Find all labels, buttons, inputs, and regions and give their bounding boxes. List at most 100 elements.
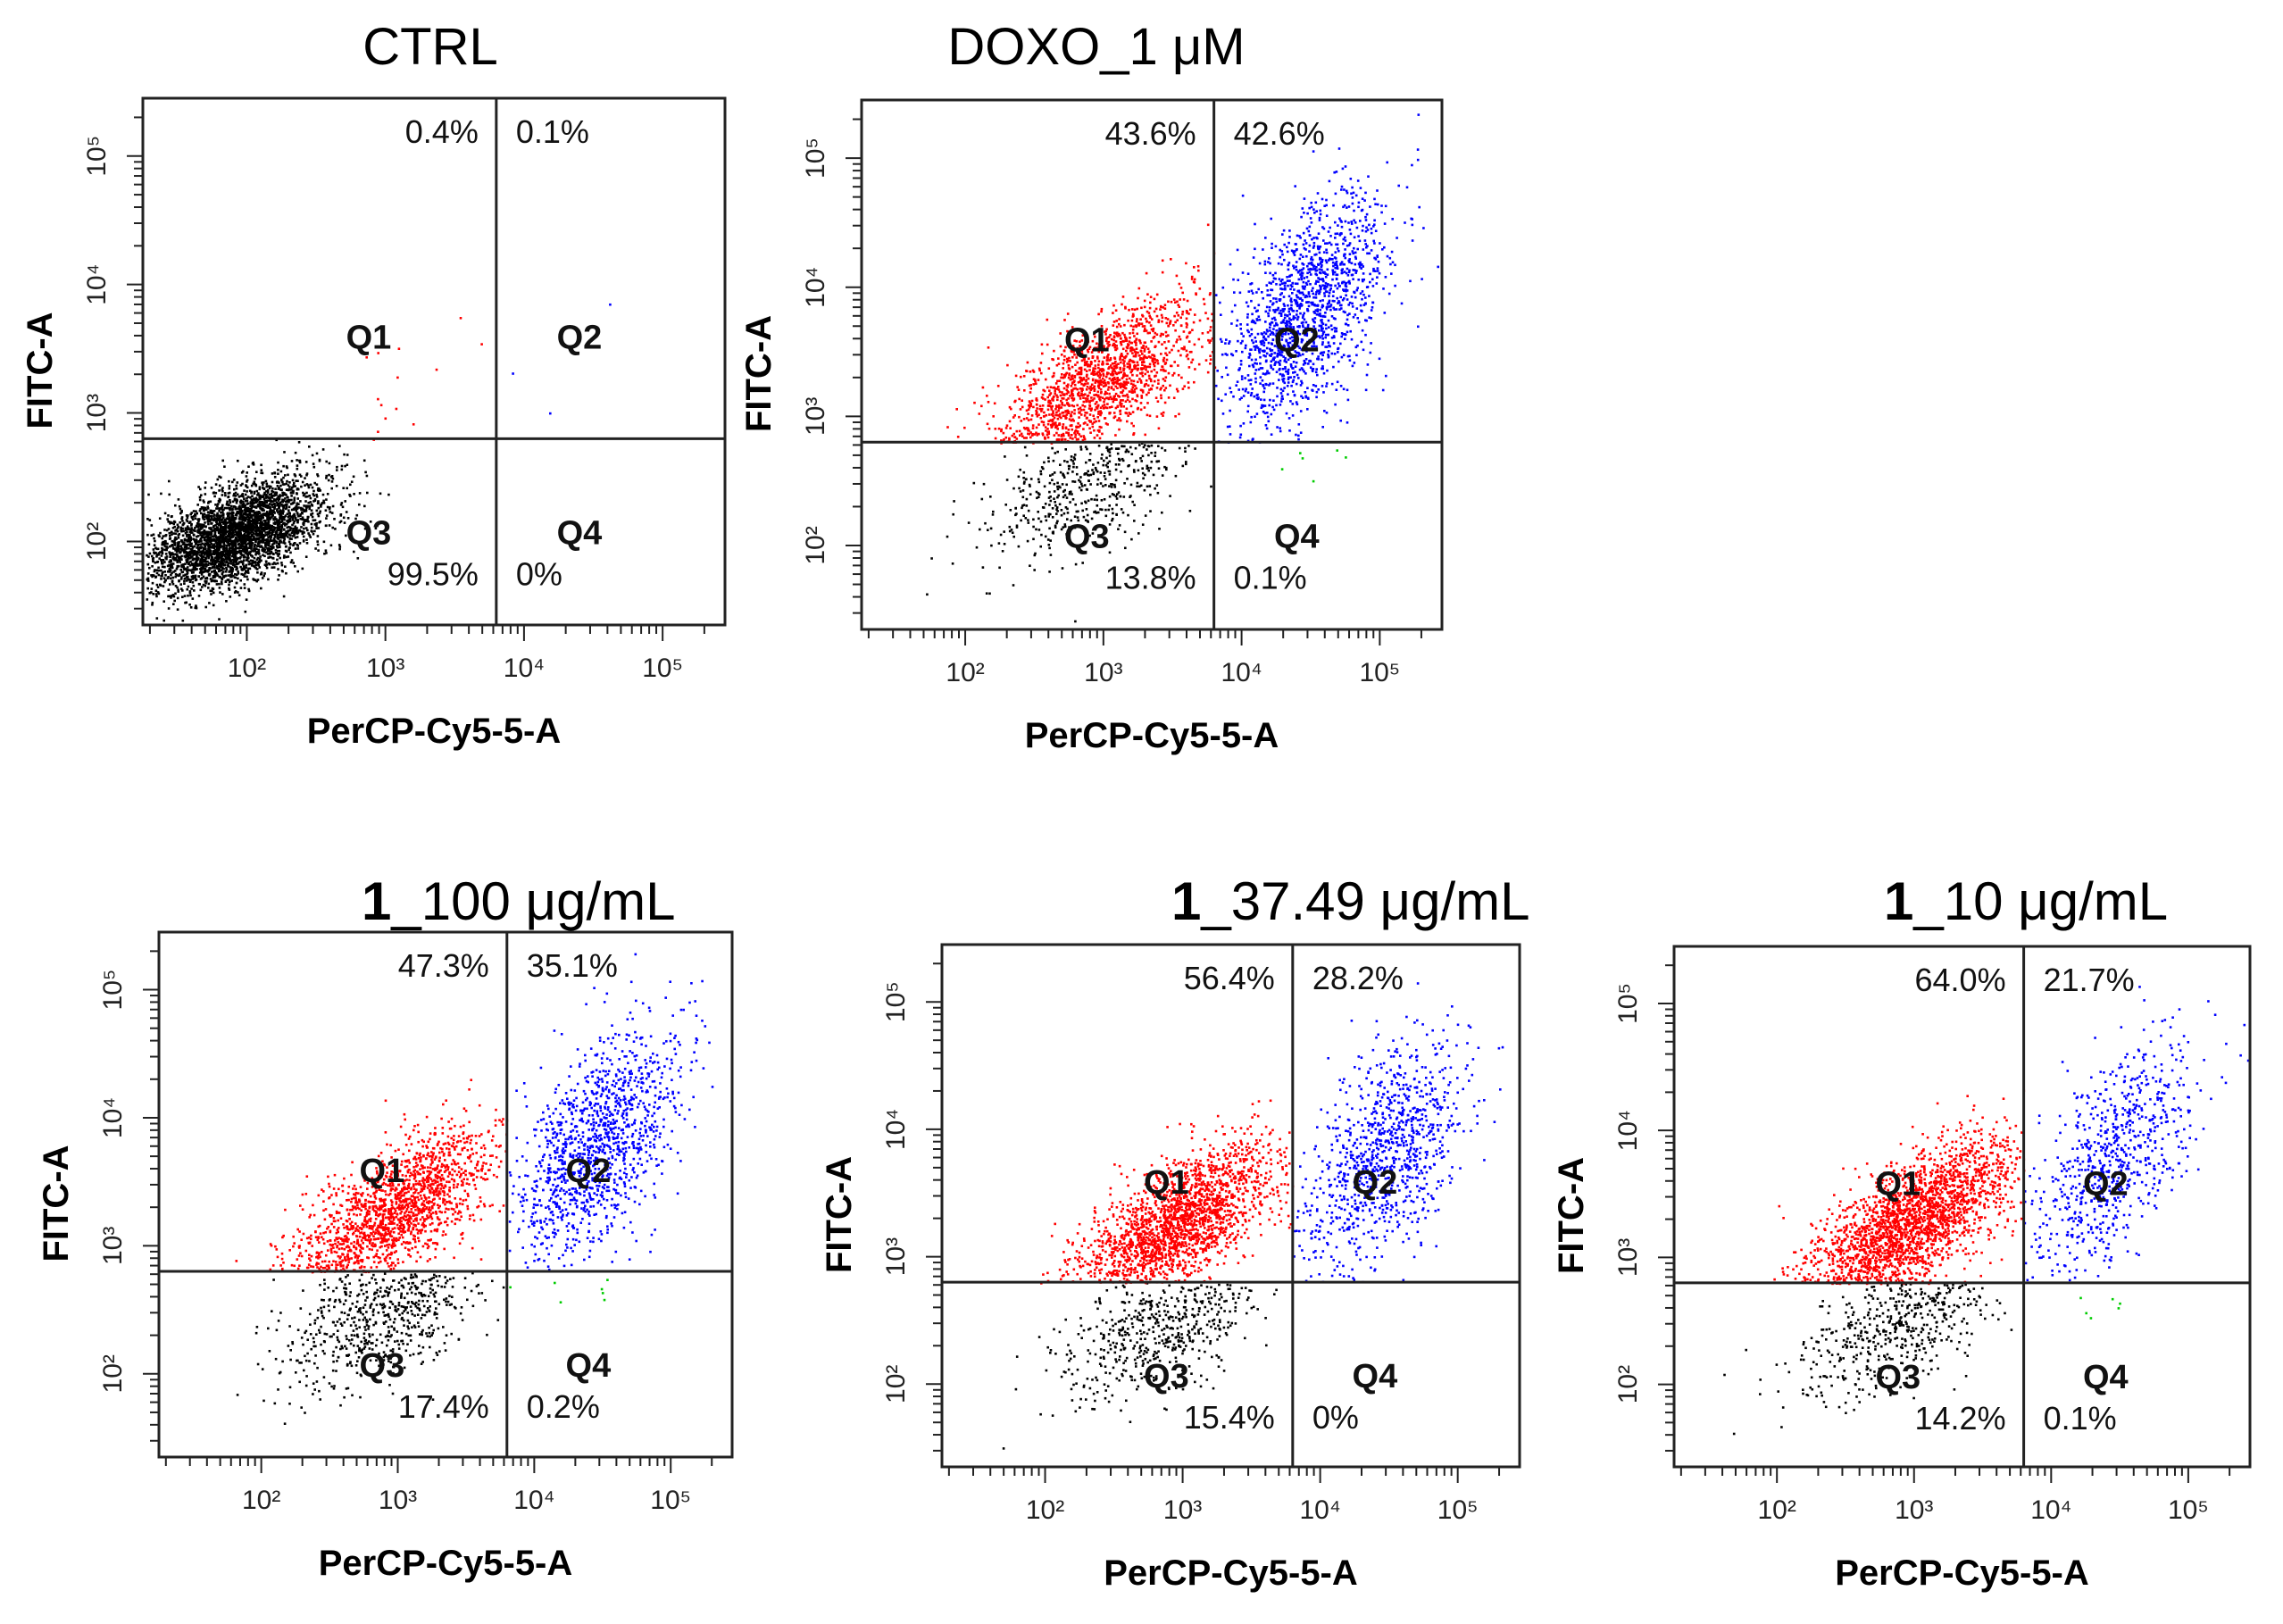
event-q3 — [187, 585, 190, 588]
event-q3 — [196, 504, 199, 506]
event-q3 — [202, 583, 205, 587]
event-q3 — [209, 509, 212, 512]
event-q3 — [169, 569, 172, 572]
event-q3 — [1055, 512, 1058, 515]
event-q1 — [1064, 411, 1068, 413]
event-q1 — [1209, 362, 1212, 365]
event-q3 — [258, 512, 262, 515]
event-q3 — [252, 513, 255, 517]
event-q3 — [231, 523, 234, 526]
event-q3 — [329, 506, 331, 509]
event-q1 — [1096, 390, 1100, 394]
event-q3 — [1121, 445, 1123, 447]
event-q3 — [358, 503, 361, 506]
event-q3 — [254, 515, 258, 519]
event-q3 — [1015, 526, 1019, 529]
event-q1 — [1106, 346, 1109, 349]
event-q1 — [1114, 309, 1118, 312]
event-q3 — [218, 521, 221, 524]
event-q3 — [228, 548, 231, 551]
event-q3 — [235, 514, 238, 517]
event-q3 — [206, 560, 209, 563]
event-q3 — [262, 574, 265, 578]
event-q3 — [227, 518, 230, 521]
event-q3 — [187, 543, 190, 546]
event-q3 — [1099, 482, 1103, 485]
event-q1 — [1173, 361, 1176, 363]
event-q1 — [1177, 364, 1179, 367]
event-q3 — [260, 559, 262, 562]
event-q3 — [1053, 497, 1055, 500]
event-q3 — [221, 511, 224, 513]
event-q1 — [1062, 376, 1065, 379]
event-q3 — [274, 562, 277, 565]
event-q1 — [1079, 366, 1082, 370]
event-q1 — [1103, 400, 1105, 404]
event-q3 — [237, 537, 240, 540]
event-q3 — [258, 537, 261, 539]
event-q3 — [188, 590, 192, 593]
event-q3 — [279, 511, 282, 513]
event-q3 — [164, 540, 167, 543]
event-q3 — [1105, 456, 1108, 460]
quadrant-percent-q2: 0.1% — [516, 113, 589, 150]
event-q3 — [236, 522, 239, 526]
event-q3 — [269, 527, 271, 530]
event-q3 — [296, 467, 299, 471]
event-q1 — [1096, 434, 1099, 437]
event-q1 — [1178, 412, 1180, 416]
event-q3 — [1073, 526, 1077, 529]
event-q3 — [1054, 526, 1057, 529]
event-q3 — [219, 576, 222, 579]
event-q3 — [279, 515, 283, 518]
event-q3 — [186, 540, 188, 543]
event-q3 — [177, 498, 180, 501]
event-q1 — [1017, 388, 1021, 391]
event-q3 — [1032, 525, 1035, 529]
event-q3 — [1073, 515, 1077, 518]
event-q3 — [265, 514, 268, 518]
event-q3 — [187, 594, 189, 597]
event-q3 — [277, 472, 279, 475]
event-q1 — [1047, 399, 1050, 403]
event-q3 — [196, 554, 198, 557]
event-q3 — [1070, 458, 1073, 462]
event-q3 — [249, 550, 252, 554]
event-q3 — [312, 532, 315, 536]
event-q3 — [221, 534, 224, 537]
event-q3 — [1074, 562, 1078, 566]
event-q3 — [237, 543, 240, 546]
event-q1 — [1079, 369, 1083, 371]
event-q3 — [212, 544, 214, 546]
event-q3 — [1021, 504, 1024, 507]
event-q3 — [200, 563, 203, 566]
event-q3 — [157, 552, 161, 554]
event-q3 — [256, 526, 260, 529]
event-q3 — [286, 512, 289, 515]
event-q3 — [264, 560, 268, 563]
event-q1 — [1046, 318, 1049, 321]
event-q3 — [170, 545, 173, 547]
event-q3 — [279, 530, 282, 533]
event-q3 — [264, 512, 268, 515]
event-q3 — [181, 534, 185, 537]
event-q3 — [207, 563, 210, 566]
event-q3 — [228, 520, 231, 522]
event-q3 — [237, 522, 241, 525]
event-q3 — [1039, 472, 1043, 476]
event-q1 — [1121, 389, 1125, 392]
event-q3 — [309, 501, 312, 504]
event-q3 — [265, 526, 268, 529]
event-q3 — [318, 487, 321, 490]
event-q1 — [1136, 407, 1139, 411]
event-q3 — [271, 543, 274, 546]
event-q3 — [1032, 518, 1035, 521]
event-q1 — [1099, 381, 1102, 384]
event-q3 — [1009, 509, 1012, 512]
event-q3 — [278, 512, 281, 516]
event-q3 — [296, 507, 299, 511]
event-q1 — [1162, 414, 1164, 417]
event-q1 — [1141, 391, 1145, 394]
event-q3 — [1141, 523, 1145, 526]
event-q1 — [1165, 354, 1169, 356]
